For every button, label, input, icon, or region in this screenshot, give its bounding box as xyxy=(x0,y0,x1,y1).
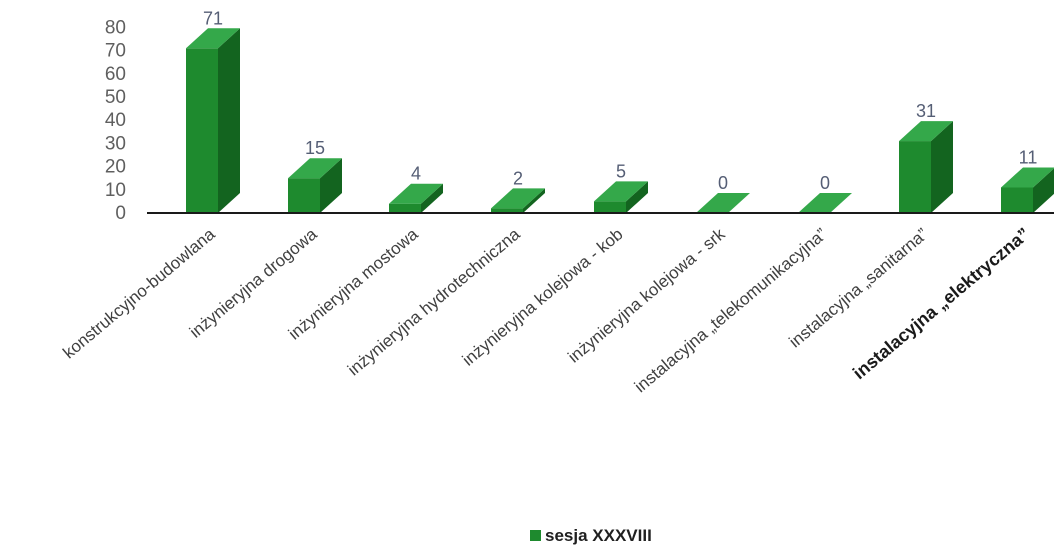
bar-top xyxy=(696,193,750,213)
y-tick-label: 80 xyxy=(105,17,126,38)
y-tick-label: 40 xyxy=(105,110,126,131)
bar-top xyxy=(491,188,545,209)
data-label: 4 xyxy=(411,164,421,184)
bar-top xyxy=(594,181,648,202)
y-tick-label: 20 xyxy=(105,157,126,178)
x-tick-label: konstrukcyjno-budowlana xyxy=(59,224,219,362)
x-tick-label: instalacyjna „elektryczna” xyxy=(849,224,1034,383)
bar-front xyxy=(899,141,931,213)
y-tick-label: 50 xyxy=(105,87,126,108)
legend-label: sesja XXXVIII xyxy=(545,526,652,545)
bar-side xyxy=(931,121,953,213)
bar-top xyxy=(389,183,443,204)
bar-side xyxy=(320,158,342,213)
bar-top xyxy=(288,158,342,179)
data-label: 31 xyxy=(916,101,936,121)
bar-front xyxy=(389,203,421,213)
bar-top xyxy=(798,193,852,213)
bar-front xyxy=(594,201,626,213)
data-label: 0 xyxy=(820,173,830,193)
bar-front xyxy=(1001,187,1033,213)
data-label: 5 xyxy=(616,161,626,181)
bars-group xyxy=(186,28,1054,214)
bar-top xyxy=(186,28,240,49)
bar-front xyxy=(491,208,523,213)
data-label: 0 xyxy=(718,173,728,193)
bar-side xyxy=(523,188,545,213)
bar xyxy=(899,121,953,213)
data-label: 2 xyxy=(513,168,523,188)
bar-side xyxy=(1033,168,1054,213)
bar xyxy=(798,193,852,213)
legend-swatch xyxy=(530,530,541,541)
y-tick-label: 10 xyxy=(105,180,126,201)
bar-side xyxy=(218,28,240,214)
bar-top xyxy=(1001,167,1054,188)
bar xyxy=(389,183,443,213)
y-tick-label: 0 xyxy=(115,203,126,224)
x-tick-label: inżynieryjna hydrotechniczna xyxy=(344,224,524,379)
legend: sesja XXXVIII xyxy=(530,526,652,545)
data-label: 71 xyxy=(203,8,223,28)
bar xyxy=(491,188,545,213)
data-label: 15 xyxy=(305,138,325,158)
y-tick-label: 30 xyxy=(105,133,126,154)
bar-front xyxy=(186,48,218,213)
bar-side xyxy=(626,181,648,213)
bar xyxy=(288,158,342,213)
x-tick-label: instalacyjna „telekomunikacyjna” xyxy=(631,224,831,396)
y-tick-label: 60 xyxy=(105,64,126,85)
bar-front xyxy=(288,178,320,213)
bar-side xyxy=(421,183,443,213)
bar xyxy=(696,193,750,213)
data-label: 11 xyxy=(1019,147,1038,167)
bar xyxy=(594,181,648,213)
bar xyxy=(186,28,240,214)
bar-top xyxy=(899,121,953,142)
y-tick-label: 70 xyxy=(105,41,126,62)
bar xyxy=(1001,167,1054,213)
